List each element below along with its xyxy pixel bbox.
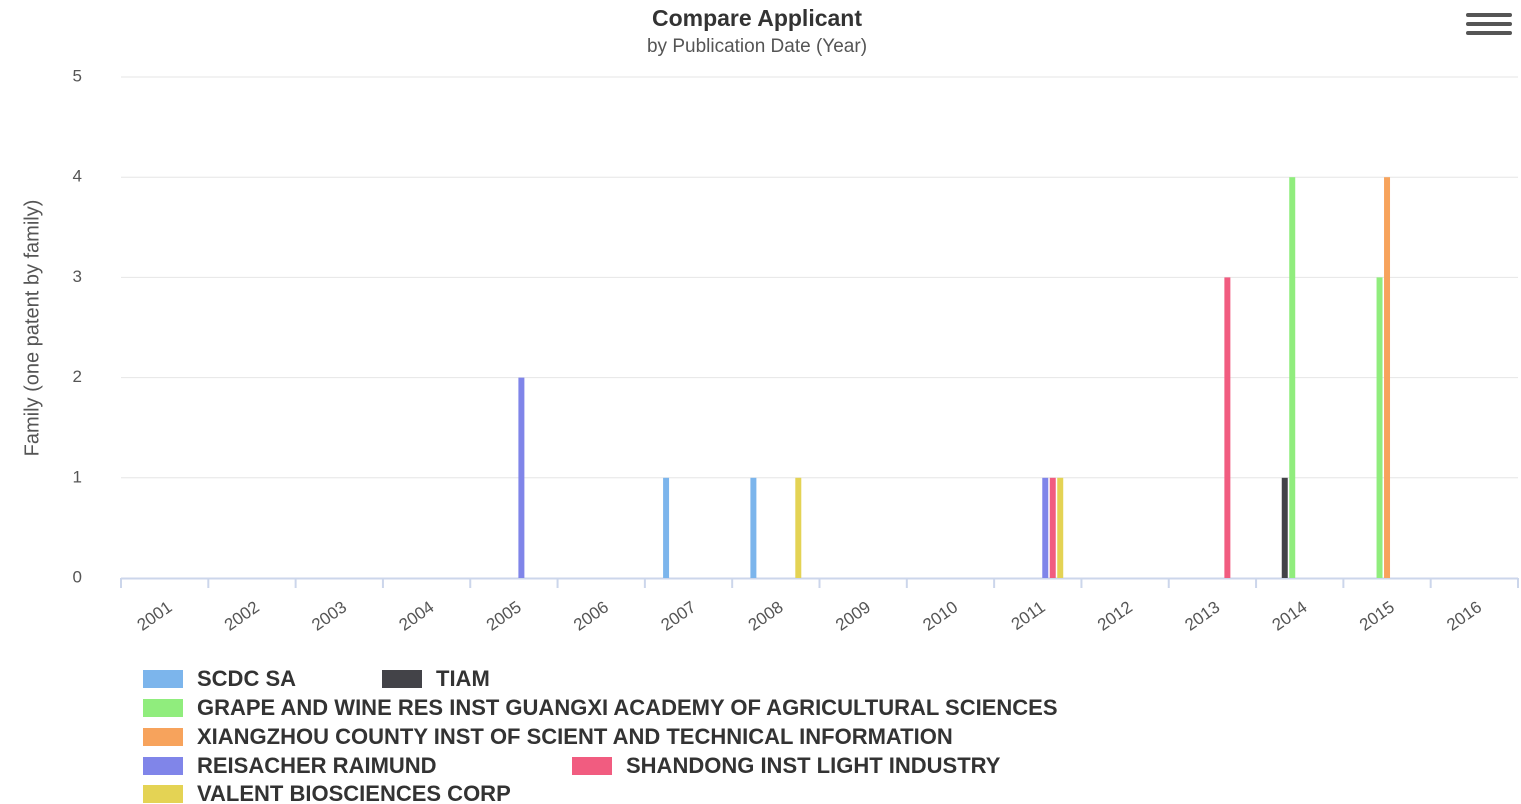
- menu-bar[interactable]: [1466, 13, 1512, 17]
- x-tick-label: 2015: [1356, 597, 1398, 634]
- bar: [1376, 277, 1383, 578]
- legend-swatch: [143, 728, 183, 746]
- legend-label: VALENT BIOSCIENCES CORP: [197, 781, 511, 804]
- x-tick-label: 2002: [221, 597, 263, 634]
- bar: [1049, 477, 1056, 578]
- y-tick-label: 5: [73, 66, 82, 85]
- bar: [1289, 177, 1296, 578]
- legend-label: TIAM: [436, 666, 490, 691]
- legend-label: REISACHER RAIMUND: [197, 753, 437, 778]
- x-tick-label: 2013: [1181, 597, 1223, 634]
- chart-subtitle: by Publication Date (Year): [647, 36, 867, 57]
- bar: [518, 377, 525, 578]
- x-tick-label: 2010: [919, 597, 961, 634]
- bar: [1224, 277, 1231, 578]
- bar: [795, 477, 802, 578]
- x-tick-label: 2008: [745, 597, 787, 634]
- legend-label: SCDC SA: [197, 666, 296, 691]
- bar: [750, 477, 757, 578]
- legend-swatch: [143, 757, 183, 775]
- legend-swatch: [143, 699, 183, 717]
- menu-button[interactable]: [1466, 13, 1512, 35]
- x-tick-label: 2005: [483, 597, 525, 634]
- y-tick-label: 3: [73, 267, 82, 286]
- x-tick-label: 2009: [832, 597, 874, 634]
- x-tick-label: 2004: [396, 597, 438, 634]
- legend-swatch: [572, 757, 612, 775]
- x-tick-label: 2014: [1269, 597, 1311, 634]
- y-tick-label: 2: [73, 367, 82, 386]
- x-tick-label: 2006: [570, 597, 612, 634]
- legend-label: XIANGZHOU COUNTY INST OF SCIENT AND TECH…: [197, 724, 953, 749]
- y-tick-label: 1: [73, 467, 82, 486]
- legend-swatch: [143, 670, 183, 688]
- bar: [1384, 177, 1391, 578]
- menu-bar[interactable]: [1466, 31, 1512, 35]
- y-axis-label: Family (one patent by family): [21, 200, 43, 457]
- y-tick-label: 0: [73, 567, 82, 586]
- x-tick-label: 2012: [1094, 597, 1136, 634]
- legend-swatch: [382, 670, 422, 688]
- legend-swatch: [143, 785, 183, 803]
- chart-title: Compare Applicant: [652, 5, 862, 31]
- legend-label: SHANDONG INST LIGHT INDUSTRY: [626, 753, 1001, 778]
- legend-label: GRAPE AND WINE RES INST GUANGXI ACADEMY …: [197, 695, 1058, 720]
- bar: [1057, 477, 1064, 578]
- x-tick-label: 2016: [1443, 597, 1485, 634]
- x-tick-label: 2001: [134, 597, 176, 634]
- y-tick-label: 4: [73, 167, 82, 186]
- bar: [663, 477, 670, 578]
- bar: [1042, 477, 1049, 578]
- x-tick-label: 2003: [308, 597, 350, 634]
- x-tick-label: 2011: [1008, 597, 1049, 634]
- menu-bar[interactable]: [1466, 22, 1512, 26]
- bar: [1281, 477, 1288, 578]
- x-tick-label: 2007: [658, 597, 700, 634]
